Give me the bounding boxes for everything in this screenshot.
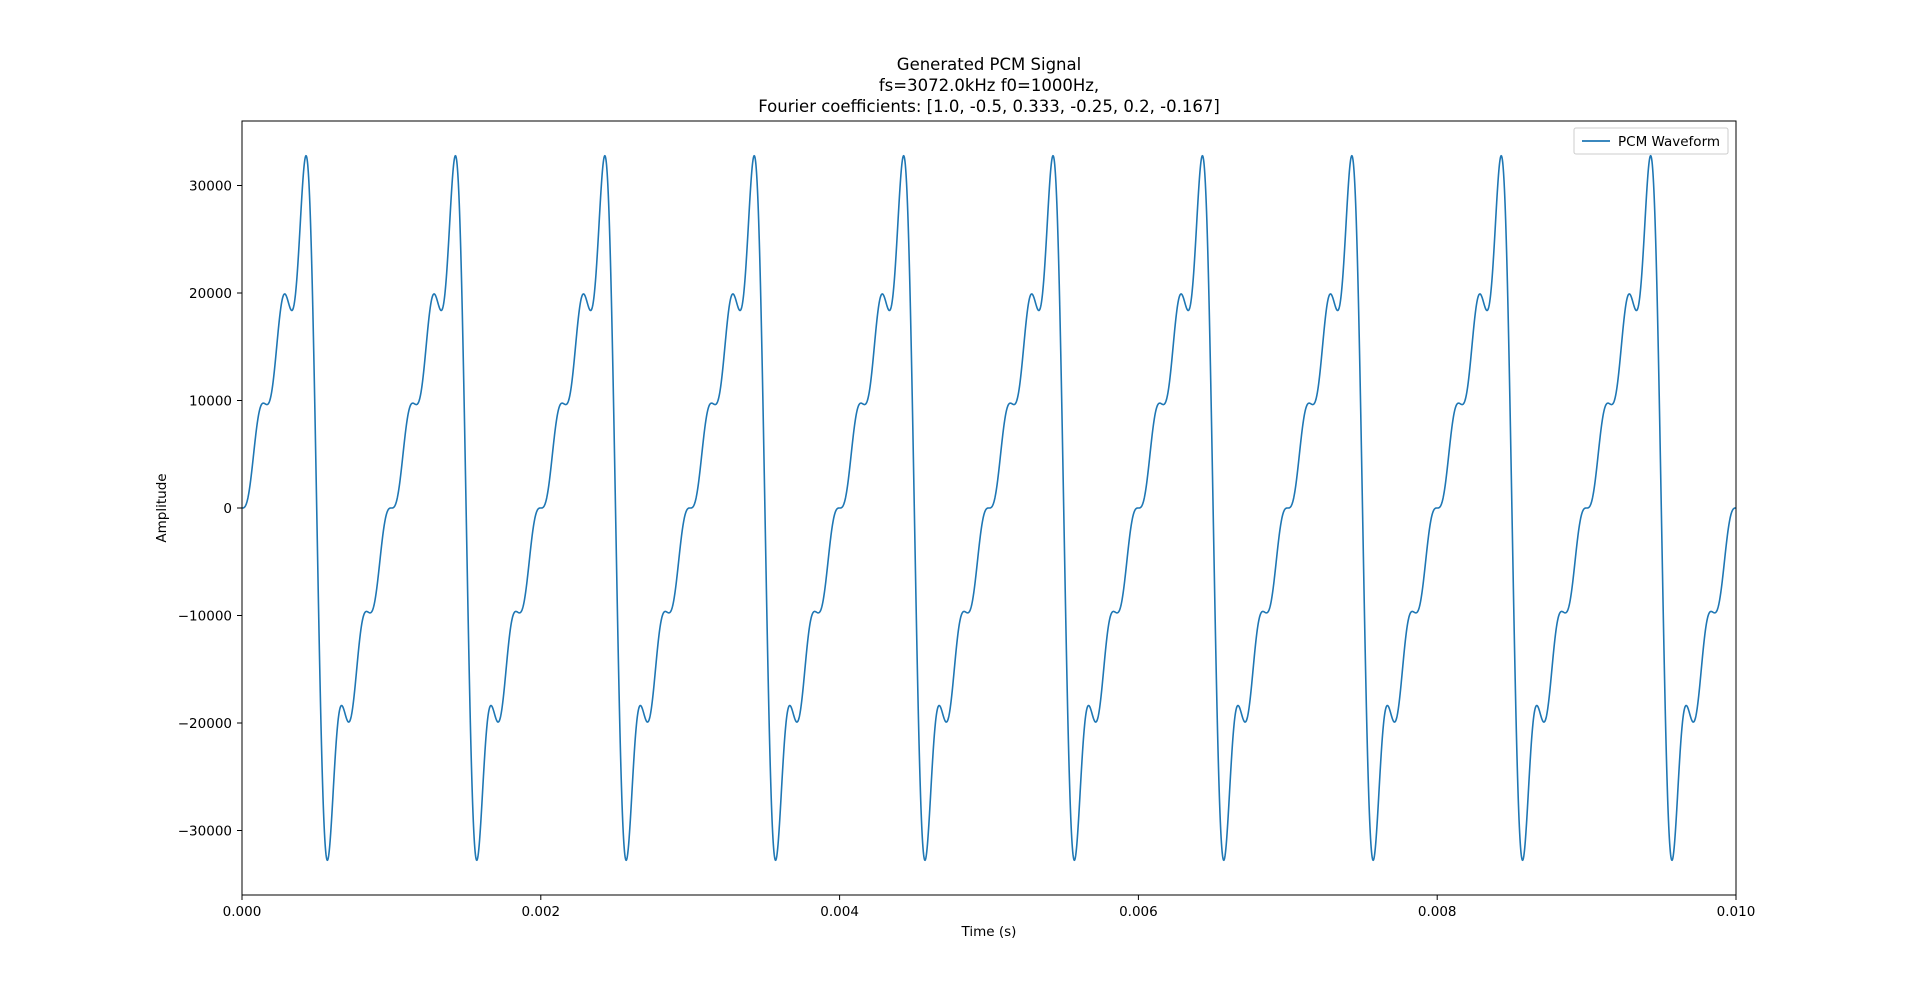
y-tick-label: −20000 xyxy=(178,716,232,732)
x-axis: 0.000 0.002 0.004 0.006 0.008 0.010 xyxy=(223,895,1756,920)
y-tick-label: 10000 xyxy=(189,394,232,410)
y-tick-label: −10000 xyxy=(178,609,232,625)
chart-title-line-2: fs=3072.0kHz f0=1000Hz, xyxy=(879,76,1099,95)
y-tick-label: 0 xyxy=(223,501,232,517)
chart-title: Generated PCM Signal fs=3072.0kHz f0=100… xyxy=(758,55,1220,116)
plot-area xyxy=(242,154,1736,862)
y-tick-label: −30000 xyxy=(178,824,232,840)
x-tick-label: 0.010 xyxy=(1717,904,1756,920)
chart-title-line-3: Fourier coefficients: [1.0, -0.5, 0.333,… xyxy=(758,97,1220,116)
x-tick-label: 0.002 xyxy=(521,904,560,920)
y-tick-label: 20000 xyxy=(189,286,232,302)
legend: PCM Waveform xyxy=(1573,127,1729,155)
legend-label-pcm-waveform: PCM Waveform xyxy=(1618,134,1720,150)
x-tick-label: 0.004 xyxy=(820,904,859,920)
y-tick-label: 30000 xyxy=(189,179,232,195)
y-axis-label: Amplitude xyxy=(154,473,170,542)
x-tick-label: 0.006 xyxy=(1119,904,1158,920)
chart-title-line-1: Generated PCM Signal xyxy=(897,55,1081,74)
x-tick-label: 0.000 xyxy=(223,904,262,920)
series-line-pcm-waveform xyxy=(242,154,1736,862)
x-tick-label: 0.008 xyxy=(1418,904,1457,920)
legend-box xyxy=(1573,127,1729,155)
x-axis-label: Time (s) xyxy=(961,924,1017,940)
y-axis: −30000 −20000 −10000 0 10000 20000 30000 xyxy=(178,179,242,840)
